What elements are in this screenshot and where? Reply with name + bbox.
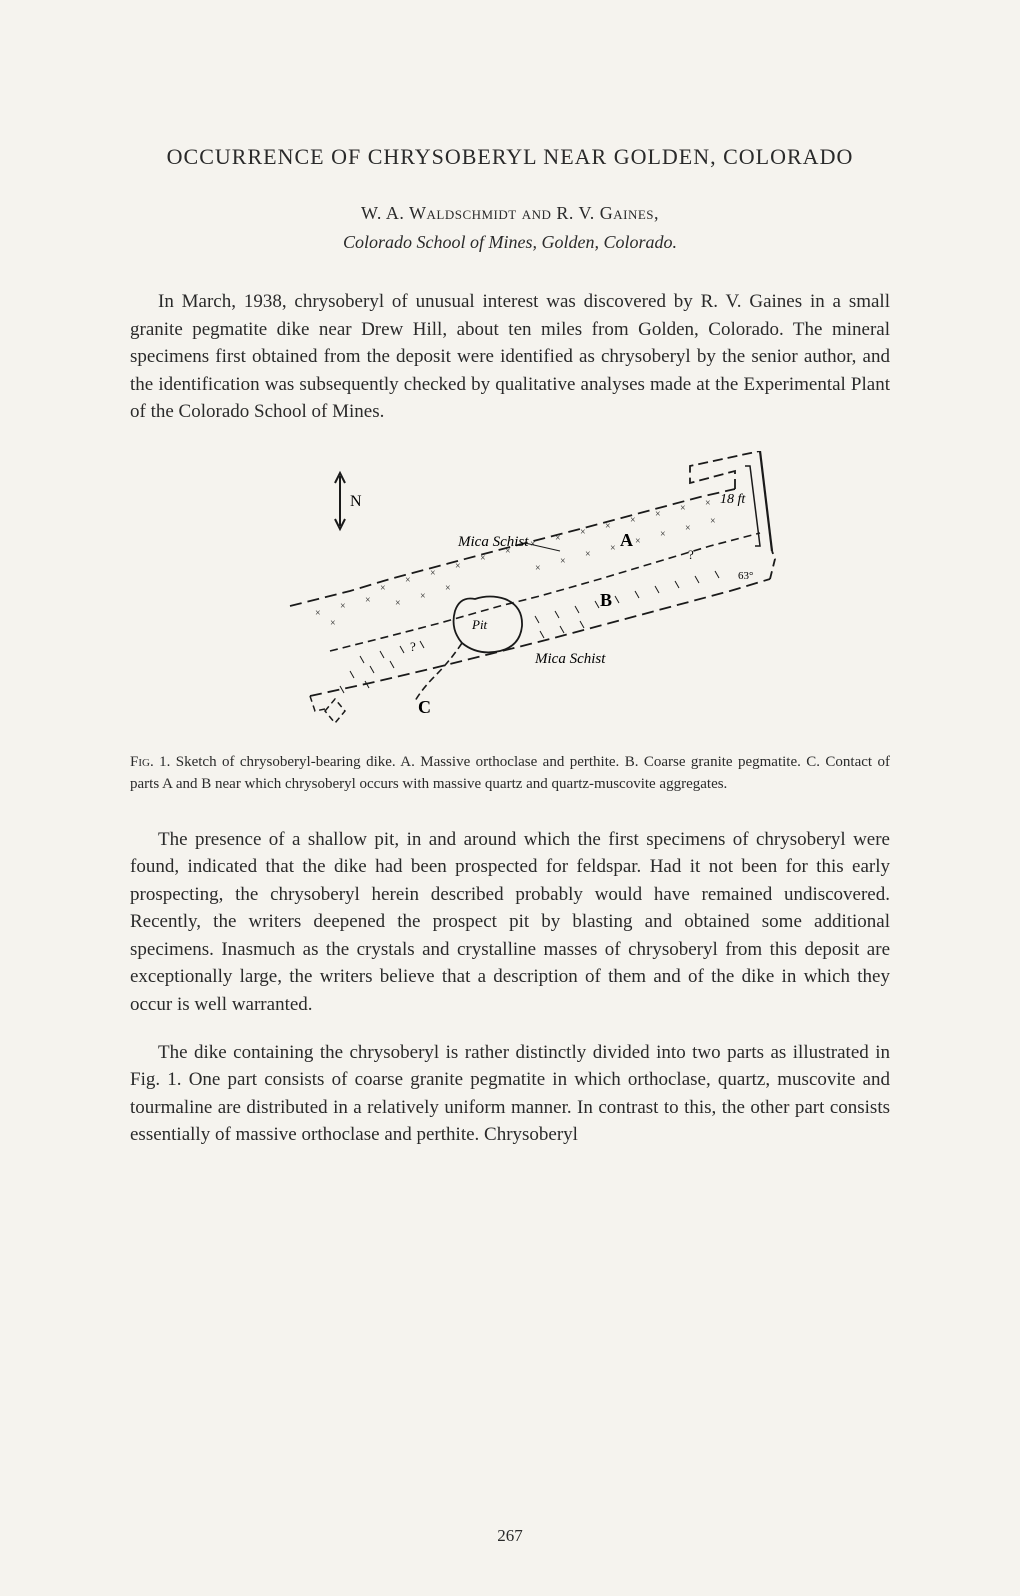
right-edge xyxy=(760,451,772,551)
lower-boundary xyxy=(310,579,770,696)
lower-right-step xyxy=(770,551,775,579)
label-a: A xyxy=(620,530,633,550)
authors-line: W. A. Waldschmidt and R. V. Gaines, xyxy=(130,203,890,224)
fig-label: Fig. 1. xyxy=(130,754,170,770)
svg-text:×: × xyxy=(680,503,686,514)
svg-text:×: × xyxy=(610,543,616,554)
contact-to-c xyxy=(415,643,462,701)
svg-text:×: × xyxy=(455,561,461,572)
svg-text:×: × xyxy=(580,527,586,538)
svg-text:×: × xyxy=(380,583,386,594)
affiliation-line: Colorado School of Mines, Golden, Colora… xyxy=(130,232,890,253)
svg-text:×: × xyxy=(585,549,591,560)
north-arrow: N xyxy=(335,473,362,529)
north-label: N xyxy=(350,493,362,510)
svg-text:×: × xyxy=(365,595,371,606)
svg-text:×: × xyxy=(405,575,411,586)
caption-text: Sketch of chrysoberyl-bearing dike. A. M… xyxy=(130,754,890,793)
authors-names: W. A. Waldschmidt and R. V. Gaines, xyxy=(361,203,659,223)
pit-label: Pit xyxy=(471,617,488,632)
svg-text:×: × xyxy=(705,498,711,509)
paragraph-3: The dike containing the chrysoberyl is r… xyxy=(130,1039,890,1149)
upper-right-step xyxy=(690,451,760,489)
svg-text:×: × xyxy=(315,608,321,619)
paragraph-2: The presence of a shallow pit, in and ar… xyxy=(130,826,890,1019)
svg-text:×: × xyxy=(660,529,666,540)
svg-text:×: × xyxy=(395,598,401,609)
eighteen-ft-label: 18 ft xyxy=(720,492,746,507)
label-c: C xyxy=(418,697,431,717)
pit-outline xyxy=(454,596,523,652)
svg-text:×: × xyxy=(445,583,451,594)
question-mark-1: ? xyxy=(688,547,694,562)
svg-text:×: × xyxy=(535,563,541,574)
svg-text:×: × xyxy=(710,516,716,527)
svg-text:×: × xyxy=(420,591,426,602)
svg-text:×: × xyxy=(560,556,566,567)
middle-contact xyxy=(330,533,760,651)
page-number: 267 xyxy=(497,1526,523,1546)
bottom-left-tail xyxy=(310,696,325,711)
region-b-marks xyxy=(340,571,719,693)
question-mark-2: ? xyxy=(410,639,416,654)
svg-text:×: × xyxy=(605,521,611,532)
svg-text:×: × xyxy=(330,618,336,629)
svg-text:×: × xyxy=(555,533,561,544)
svg-text:×: × xyxy=(430,568,436,579)
bottom-left-bump xyxy=(325,699,345,723)
label-b: B xyxy=(600,590,612,610)
figure-1-caption: Fig. 1. Sketch of chrysoberyl-bearing di… xyxy=(130,751,890,796)
figure-1: N 18 ft Pit × × × × × × × × × × × × × × xyxy=(130,451,890,731)
document-title: OCCURRENCE OF CHRYSOBERYL NEAR GOLDEN, C… xyxy=(130,140,890,173)
svg-text:×: × xyxy=(685,523,691,534)
mica-schist-bottom-label: Mica Schist xyxy=(534,651,606,667)
dike-sketch-svg: N 18 ft Pit × × × × × × × × × × × × × × xyxy=(240,451,780,731)
region-a-marks: ××× ××× ××× ××× ×× ××× ××× ××× ×× ×× ×× xyxy=(315,498,716,629)
svg-text:×: × xyxy=(340,601,346,612)
angle-label: 63° xyxy=(738,570,753,582)
svg-text:×: × xyxy=(635,536,641,547)
svg-text:×: × xyxy=(480,553,486,564)
paragraph-1: In March, 1938, chrysoberyl of unusual i… xyxy=(130,288,890,426)
mica-schist-top-label: Mica Schist xyxy=(457,534,529,550)
svg-text:×: × xyxy=(630,515,636,526)
svg-text:×: × xyxy=(655,509,661,520)
